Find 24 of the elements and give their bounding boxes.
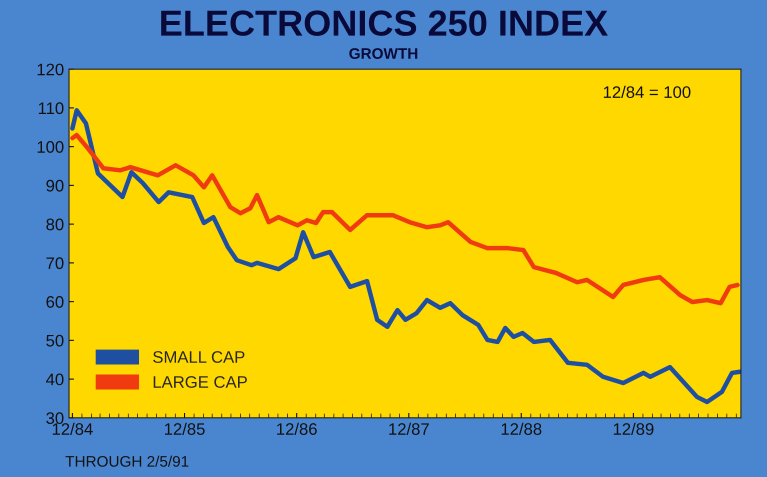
y-tick-label: 30 xyxy=(46,412,64,424)
x-tick-label: 12/89 xyxy=(614,422,654,435)
line-series xyxy=(70,108,741,404)
y-tick-label: 100 xyxy=(38,141,64,153)
legend-label: SMALL CAP xyxy=(153,351,244,363)
x-tick-label: 12/86 xyxy=(277,422,317,435)
y-tick-label: 40 xyxy=(46,374,64,386)
annotation: 12/84 = 100 xyxy=(604,86,690,98)
y-tick-label: 120 xyxy=(38,64,64,76)
x-tick-label: 12/84 xyxy=(52,422,93,435)
x-tick-label: 12/87 xyxy=(389,422,429,435)
x-tick-label: 12/88 xyxy=(502,422,542,435)
chart-subtitle: GROWTH xyxy=(349,48,418,59)
y-tick-label: 80 xyxy=(46,218,64,230)
chart-title: ELECTRONICS 250 INDEX xyxy=(161,10,608,36)
x-tick-label: 12/85 xyxy=(164,422,205,435)
y-tick-label: 50 xyxy=(46,334,64,347)
legend-label: LARGE CAP xyxy=(154,376,247,388)
y-tick-label: 70 xyxy=(46,257,64,270)
y-tick-label: 60 xyxy=(46,296,64,308)
line-series xyxy=(70,132,740,306)
y-tick-label: 90 xyxy=(46,180,64,192)
y-tick-label: 110 xyxy=(38,102,64,114)
text: THROUGH 2/5/91 xyxy=(66,456,188,467)
